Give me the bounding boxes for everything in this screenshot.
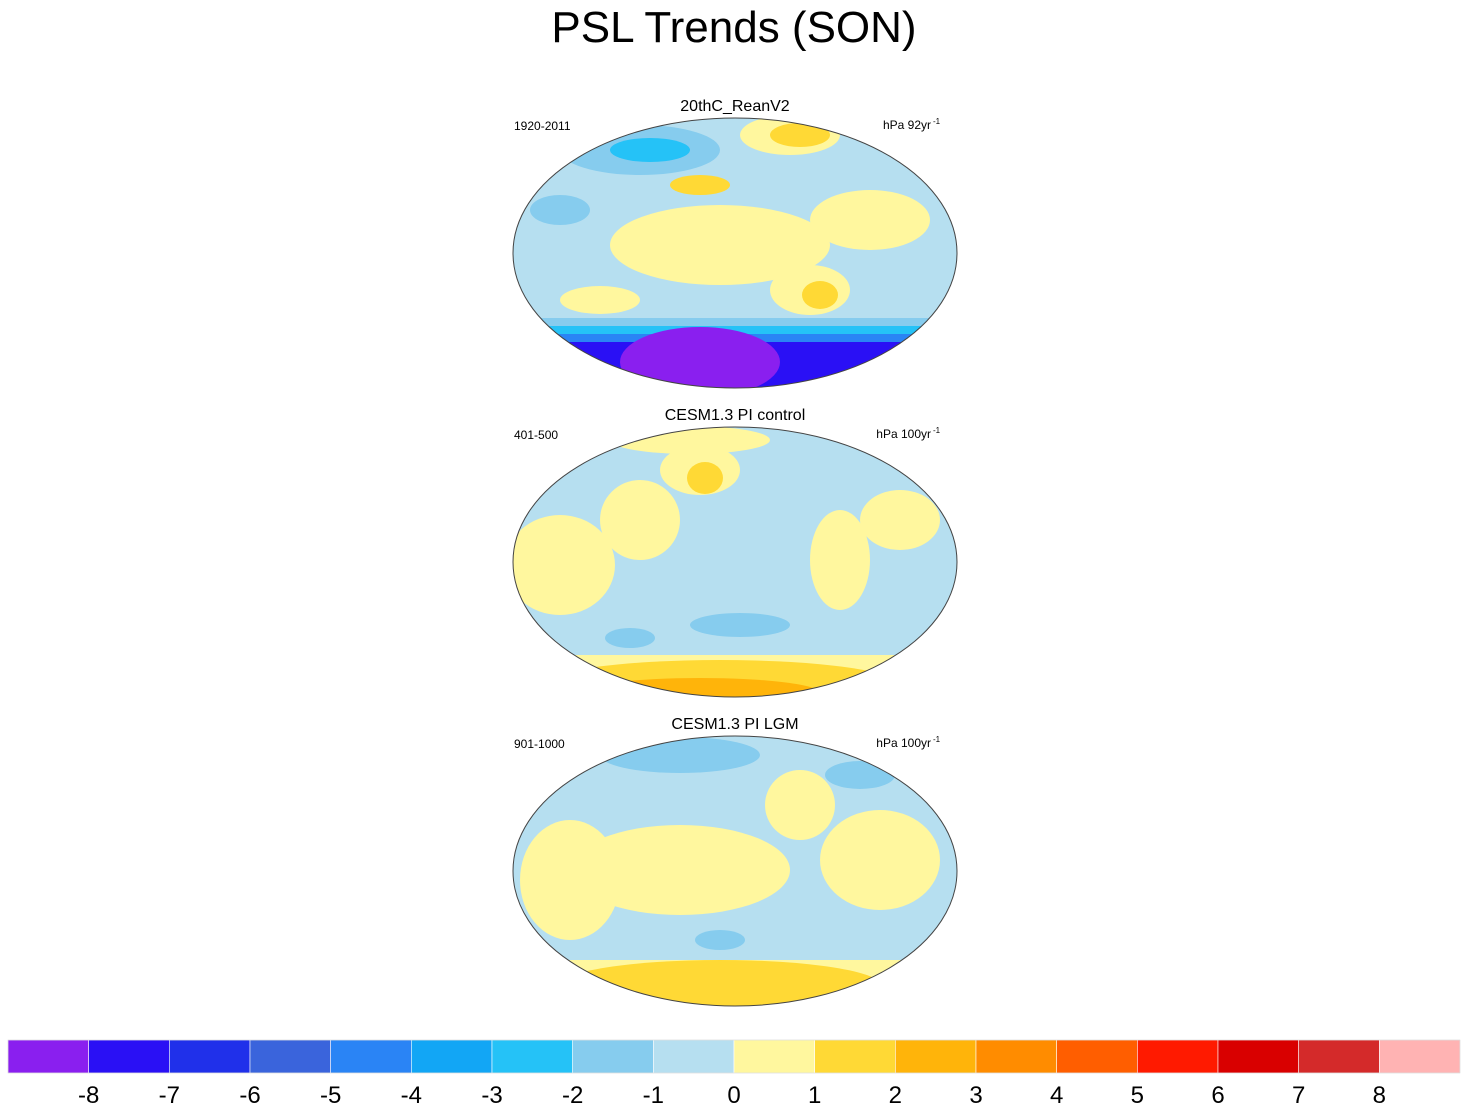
colorbar-box (572, 1039, 654, 1074)
colorbar-label: 7 (1292, 1082, 1305, 1109)
colorbar-label: -1 (643, 1082, 664, 1109)
units-text: hPa 100yr (876, 427, 931, 441)
panel-title: CESM1.3 PI LGM (671, 716, 798, 733)
colorbar-box (653, 1039, 735, 1074)
panel-period: 1920-2011 (514, 119, 571, 133)
panel-units: hPa 100yr (876, 736, 931, 750)
panel-units: hPa 100yr (876, 427, 931, 441)
colorbar-box (169, 1039, 251, 1074)
units-text: hPa 100yr (876, 736, 931, 750)
colorbar-box (1137, 1039, 1219, 1074)
colorbar-frame (7, 1039, 1461, 1074)
colorbar-label: -6 (239, 1082, 260, 1109)
colorbar-box (814, 1039, 896, 1074)
colorbar-label: -3 (481, 1082, 502, 1109)
map-outline (512, 117, 958, 389)
map-panel (513, 427, 957, 697)
panel-title: CESM1.3 PI control (665, 407, 806, 424)
colorbar-box (1217, 1039, 1299, 1074)
colorbar-label: 8 (1373, 1082, 1386, 1109)
map-panel (513, 736, 957, 1006)
colorbar-box (411, 1039, 493, 1074)
colorbar-label: 6 (1211, 1082, 1224, 1109)
colorbar-box (1379, 1039, 1461, 1074)
colorbar-box (330, 1039, 412, 1074)
colorbar-label: 4 (1050, 1082, 1063, 1109)
colorbar-box (249, 1039, 331, 1074)
colorbar-label: -5 (320, 1082, 341, 1109)
colorbar-label: 5 (1131, 1082, 1144, 1109)
colorbar-box (1298, 1039, 1380, 1074)
panel-period: 901-1000 (514, 737, 565, 751)
colorbar-label: -7 (159, 1082, 180, 1109)
colorbar-label: -2 (562, 1082, 583, 1109)
colorbar-box (975, 1039, 1057, 1074)
colorbar-label: 1 (808, 1082, 821, 1109)
colorbar-label: -8 (78, 1082, 99, 1109)
map-outline (512, 426, 958, 698)
map-outline (512, 735, 958, 1007)
units-superscript: -1 (933, 735, 941, 744)
colorbar-box (733, 1039, 815, 1074)
colorbar-label: -4 (401, 1082, 422, 1109)
figure-title: PSL Trends (SON) (551, 3, 916, 52)
panel-period: 401-500 (514, 428, 558, 442)
panel-units: hPa 92yr (883, 118, 931, 132)
map-panel (513, 118, 957, 388)
units-superscript: -1 (933, 426, 941, 435)
colorbar-box (491, 1039, 573, 1074)
units-superscript: -1 (933, 117, 941, 126)
colorbar-box (1056, 1039, 1138, 1074)
colorbar-box (7, 1039, 89, 1074)
colorbar-box (88, 1039, 170, 1074)
units-text: hPa 92yr (883, 118, 931, 132)
colorbar-label: 0 (727, 1082, 740, 1109)
colorbar-box (895, 1039, 977, 1074)
colorbar-label: 3 (969, 1082, 982, 1109)
panel-title: 20thC_ReanV2 (680, 98, 790, 115)
colorbar-label: 2 (889, 1082, 902, 1109)
